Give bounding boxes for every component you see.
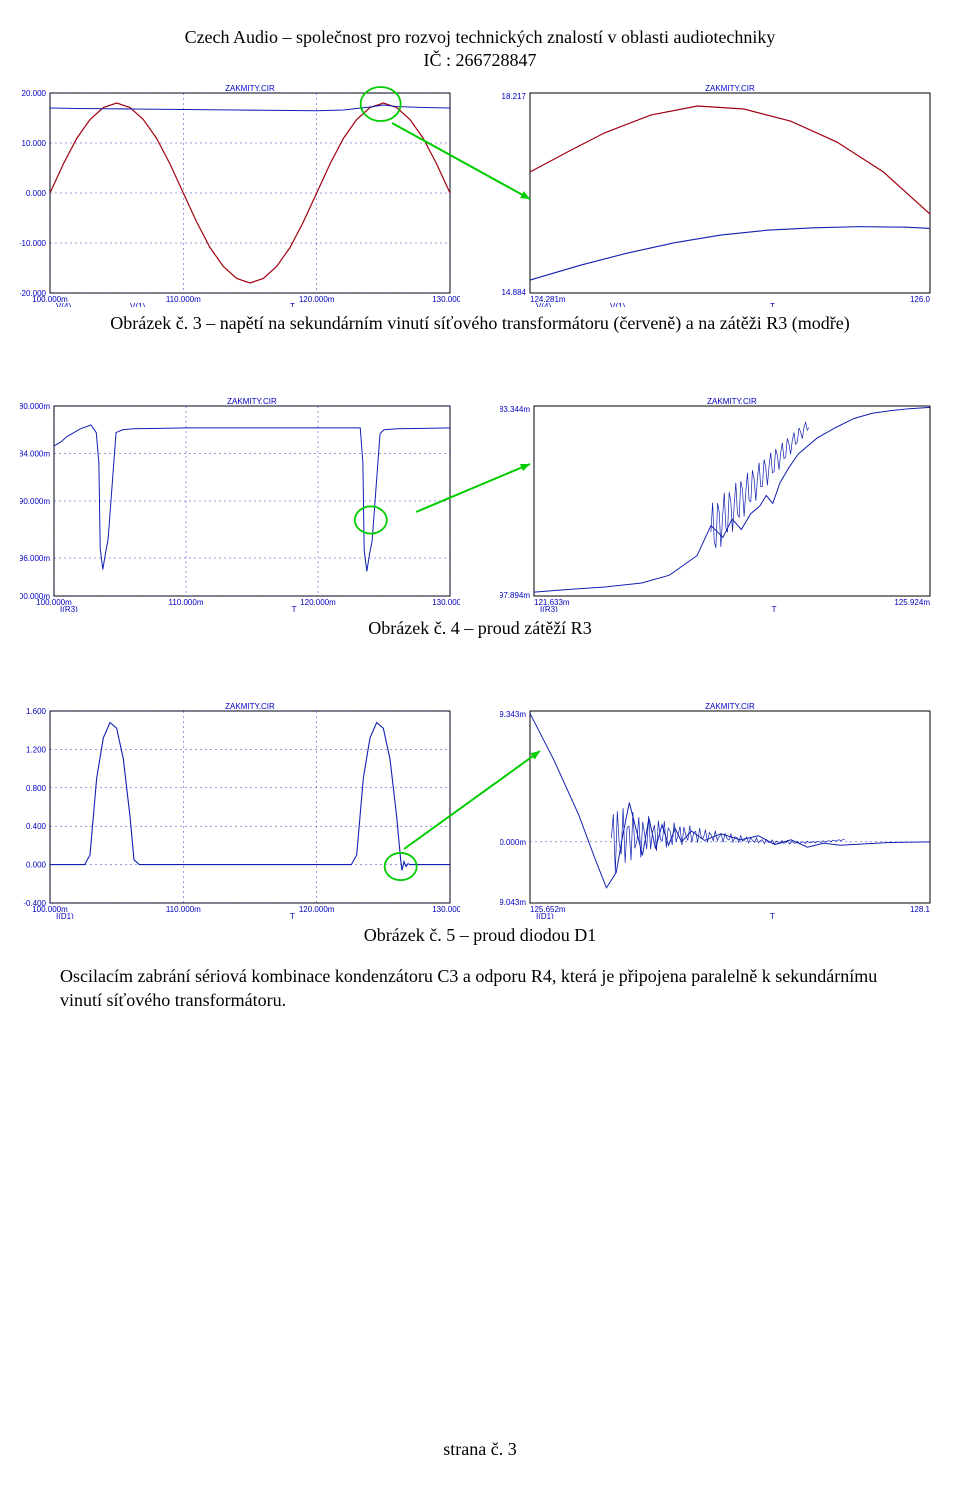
svg-text:-10.000: -10.000 [20, 239, 47, 248]
svg-text:0.000: 0.000 [26, 189, 47, 198]
svg-text:110.000m: 110.000m [169, 598, 204, 607]
svg-text:120.000m: 120.000m [299, 295, 335, 304]
svg-text:V(1): V(1) [130, 302, 145, 307]
page-header: Czech Audio – společnost pro rozvoj tech… [0, 0, 960, 73]
svg-text:T: T [290, 912, 295, 919]
figure-3: ZAKMITY.CIR20.00010.0000.000-10.000-20.0… [0, 81, 960, 307]
svg-text:19.343m: 19.343m [500, 710, 526, 719]
svg-text:128.1: 128.1 [910, 905, 931, 914]
body-paragraph: Oscilacím zabrání sériová kombinace kond… [0, 964, 960, 1013]
svg-text:-9.043m: -9.043m [500, 898, 526, 907]
svg-text:126.0: 126.0 [910, 295, 931, 304]
chart-4-left: ZAKMITY.CIR -80.000m -84.000m -90.000m -96.0… [20, 394, 460, 612]
svg-text:T: T [770, 912, 775, 919]
figure-5: ZAKMITY.CIR1.6001.2000.8000.4000.000-0.4… [0, 699, 960, 919]
svg-text:110.000m: 110.000m [166, 905, 201, 914]
svg-text:-80.000m: -80.000m [20, 402, 50, 411]
svg-text:T: T [290, 302, 295, 307]
svg-text:120.000m: 120.000m [300, 598, 336, 607]
svg-text:125.924m: 125.924m [894, 598, 930, 607]
svg-text:0.400: 0.400 [26, 822, 47, 831]
svg-text:I(R3): I(R3) [540, 605, 558, 612]
svg-text:ZAKMITY.CIR: ZAKMITY.CIR [705, 702, 755, 711]
svg-text:ZAKMITY.CIR: ZAKMITY.CIR [225, 84, 275, 93]
figure-4: ZAKMITY.CIR -80.000m -84.000m -90.000m -96.0… [0, 394, 960, 612]
svg-text:1.200: 1.200 [26, 745, 47, 754]
svg-text:I(R3): I(R3) [60, 605, 78, 612]
svg-text:130.000m: 130.000m [432, 295, 460, 304]
svg-text:1.600: 1.600 [26, 707, 47, 716]
svg-text:110.000m: 110.000m [166, 295, 201, 304]
svg-text:T: T [772, 605, 777, 612]
svg-text:120.000m: 120.000m [299, 905, 335, 914]
svg-text:V(4): V(4) [56, 302, 71, 307]
svg-text:0.800: 0.800 [26, 784, 47, 793]
chart-5-right: ZAKMITY.CIR19.343m-9.043m0.000m125.652m1… [500, 699, 940, 919]
svg-text:20.000: 20.000 [22, 89, 47, 98]
header-line2: IČ : 266728847 [0, 49, 960, 72]
svg-text:-90.000m: -90.000m [20, 497, 50, 506]
svg-text:ZAKMITY.CIR: ZAKMITY.CIR [705, 84, 755, 93]
caption-fig5: Obrázek č. 5 – proud diodou D1 [0, 925, 960, 946]
svg-text:10.000: 10.000 [22, 139, 47, 148]
chart-3-left: ZAKMITY.CIR20.00010.0000.000-10.000-20.0… [20, 81, 460, 307]
caption-fig4: Obrázek č. 4 – proud zátěží R3 [0, 618, 960, 639]
svg-text:I(D1): I(D1) [536, 912, 554, 919]
svg-text:I(D1): I(D1) [56, 912, 74, 919]
header-line1: Czech Audio – společnost pro rozvoj tech… [0, 26, 960, 49]
chart-3-right: ZAKMITY.CIR18.21714.884124.281m126.0V(4)… [500, 81, 940, 307]
svg-text:V(4): V(4) [536, 302, 551, 307]
chart-4-right: ZAKMITY.CIR-83.344m-97.894m121.633m125.9… [500, 394, 940, 612]
svg-text:18.217: 18.217 [502, 92, 527, 101]
page-footer: strana č. 3 [0, 1439, 960, 1460]
svg-text:-97.894m: -97.894m [500, 591, 530, 600]
svg-text:0.000: 0.000 [26, 860, 47, 869]
svg-text:ZAKMITY.CIR: ZAKMITY.CIR [227, 397, 277, 406]
svg-text:130.000m: 130.000m [432, 598, 460, 607]
svg-text:ZAKMITY.CIR: ZAKMITY.CIR [707, 397, 757, 406]
svg-text:0.000m: 0.000m [500, 838, 526, 847]
svg-text:-83.344m: -83.344m [500, 405, 530, 414]
svg-text:T: T [770, 302, 775, 307]
caption-fig3: Obrázek č. 3 – napětí na sekundárním vin… [0, 313, 960, 334]
svg-text:130.000m: 130.000m [432, 905, 460, 914]
svg-text:-96.000m: -96.000m [20, 554, 50, 563]
svg-text:14.884: 14.884 [502, 288, 527, 297]
svg-text:-84.000m: -84.000m [20, 449, 50, 458]
svg-text:T: T [292, 605, 297, 612]
svg-text:ZAKMITY.CIR: ZAKMITY.CIR [225, 702, 275, 711]
chart-5-left: ZAKMITY.CIR1.6001.2000.8000.4000.000-0.4… [20, 699, 460, 919]
svg-text:V(1): V(1) [610, 302, 625, 307]
